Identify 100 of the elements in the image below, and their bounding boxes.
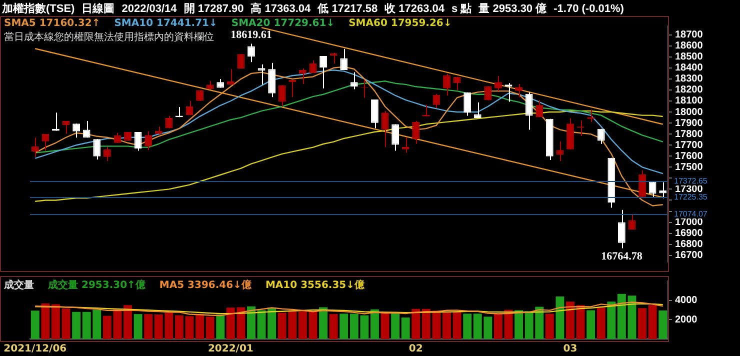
y-tick-label: 4000 (675, 295, 698, 306)
candlestick (278, 84, 286, 108)
annotation: 當日成本線 (4, 30, 54, 44)
bar (566, 302, 574, 339)
candlestick (453, 76, 461, 91)
series-label: MA5 3396.46↓億 (159, 280, 252, 291)
bar (41, 303, 50, 339)
candlestick (134, 131, 142, 152)
candlestick (93, 138, 101, 160)
candlestick (536, 100, 544, 118)
y-tick-label: 16700 (675, 250, 704, 262)
bar (308, 311, 318, 339)
bar (628, 296, 636, 339)
y-tick-label: 17600 (675, 150, 704, 162)
bar (62, 308, 70, 339)
bar (576, 305, 585, 339)
bar (30, 310, 40, 339)
text: SMA10 17441.71↓ (114, 18, 218, 29)
bar (216, 314, 225, 339)
bar (196, 314, 204, 339)
text: SMA20 17729.61↓ (231, 18, 335, 29)
bar (442, 311, 451, 339)
chart-title: 加權指數(TSE) (2, 3, 75, 15)
candlestick (392, 124, 400, 152)
candlestick (412, 120, 420, 144)
bar (556, 296, 564, 339)
candlestick (515, 84, 522, 98)
bar (638, 308, 646, 339)
candlestick (638, 170, 646, 198)
bar (124, 305, 132, 339)
text: 高 17363.04 (250, 3, 311, 15)
annotation: 18619.61 (230, 29, 272, 42)
candlestick (381, 110, 389, 148)
x-tick-label: 2021/12/06 (4, 344, 67, 355)
y-tick-label: 17500 (675, 162, 704, 173)
candlestick (618, 209, 626, 249)
bar (452, 311, 462, 339)
text: 2022/03/14 (122, 3, 177, 15)
text: -1.70 (-0.01%) (554, 3, 624, 15)
text: MA10 3556.35↓億 (265, 280, 364, 291)
candlestick (371, 99, 378, 129)
bar (648, 305, 657, 339)
text: s 點 (452, 3, 472, 15)
ref-line-label: 17074.07 (674, 210, 708, 219)
y-tick-label: 16900 (675, 228, 704, 240)
bar (206, 316, 214, 339)
candlestick (298, 68, 306, 85)
bar (586, 310, 596, 339)
annotation: 您的權限無法使用指標內的資料欄位 (54, 30, 214, 44)
candlestick (31, 137, 39, 158)
bar (144, 314, 153, 339)
x-tick-label: 03 (563, 344, 578, 355)
bar (545, 314, 554, 339)
bar (514, 310, 524, 339)
bar (134, 314, 142, 339)
candlestick (82, 120, 90, 138)
x-tick-label: 2022/01 (208, 344, 254, 355)
candlestick (474, 102, 482, 118)
text: SMA5 17160.32↑ (4, 18, 100, 29)
text: 開 17287.90 (184, 3, 244, 15)
y-tick-label: 2000 (675, 314, 698, 326)
candlestick (464, 92, 472, 116)
bar (463, 314, 472, 339)
candlestick (648, 180, 656, 198)
bar (247, 306, 256, 339)
bar (52, 304, 60, 339)
bar (72, 312, 81, 339)
y-tick-label: 18700 (675, 30, 704, 41)
candlestick (350, 72, 358, 90)
candlestick (402, 137, 410, 154)
bar (494, 314, 502, 339)
x-tick-label: 02 (408, 344, 423, 355)
bar (185, 316, 194, 339)
text: SMA60 17959.26↓ (348, 18, 452, 29)
bar (319, 307, 328, 339)
y-tick-label: 18600 (675, 40, 704, 52)
bar (401, 318, 410, 339)
candlestick (556, 140, 564, 162)
bar (174, 315, 184, 339)
ref-line-label: 17372.65 (674, 176, 708, 186)
bar (617, 294, 626, 339)
bar (391, 312, 400, 339)
text: 收 17263.04 (384, 3, 445, 15)
y-tick-label: 18100 (675, 96, 704, 107)
bar (340, 314, 348, 339)
text: 低 17217.58 (318, 3, 378, 15)
y-tick-label: 18500 (675, 52, 704, 63)
candlestick (566, 118, 574, 150)
candlestick (268, 62, 276, 98)
y-tick-label: 17800 (675, 128, 704, 140)
candlestick (443, 73, 450, 96)
bar (370, 309, 379, 339)
candlestick (237, 54, 245, 69)
chart-title: 成交量 (4, 280, 34, 291)
bar (298, 311, 307, 339)
y-tick-label: 17700 (675, 140, 704, 151)
y-tick-label: 16800 (675, 239, 704, 250)
chart-subtitle: 日線圖 (82, 3, 115, 15)
candlestick (42, 133, 50, 152)
text: 量 2953.30 億 (478, 3, 547, 15)
